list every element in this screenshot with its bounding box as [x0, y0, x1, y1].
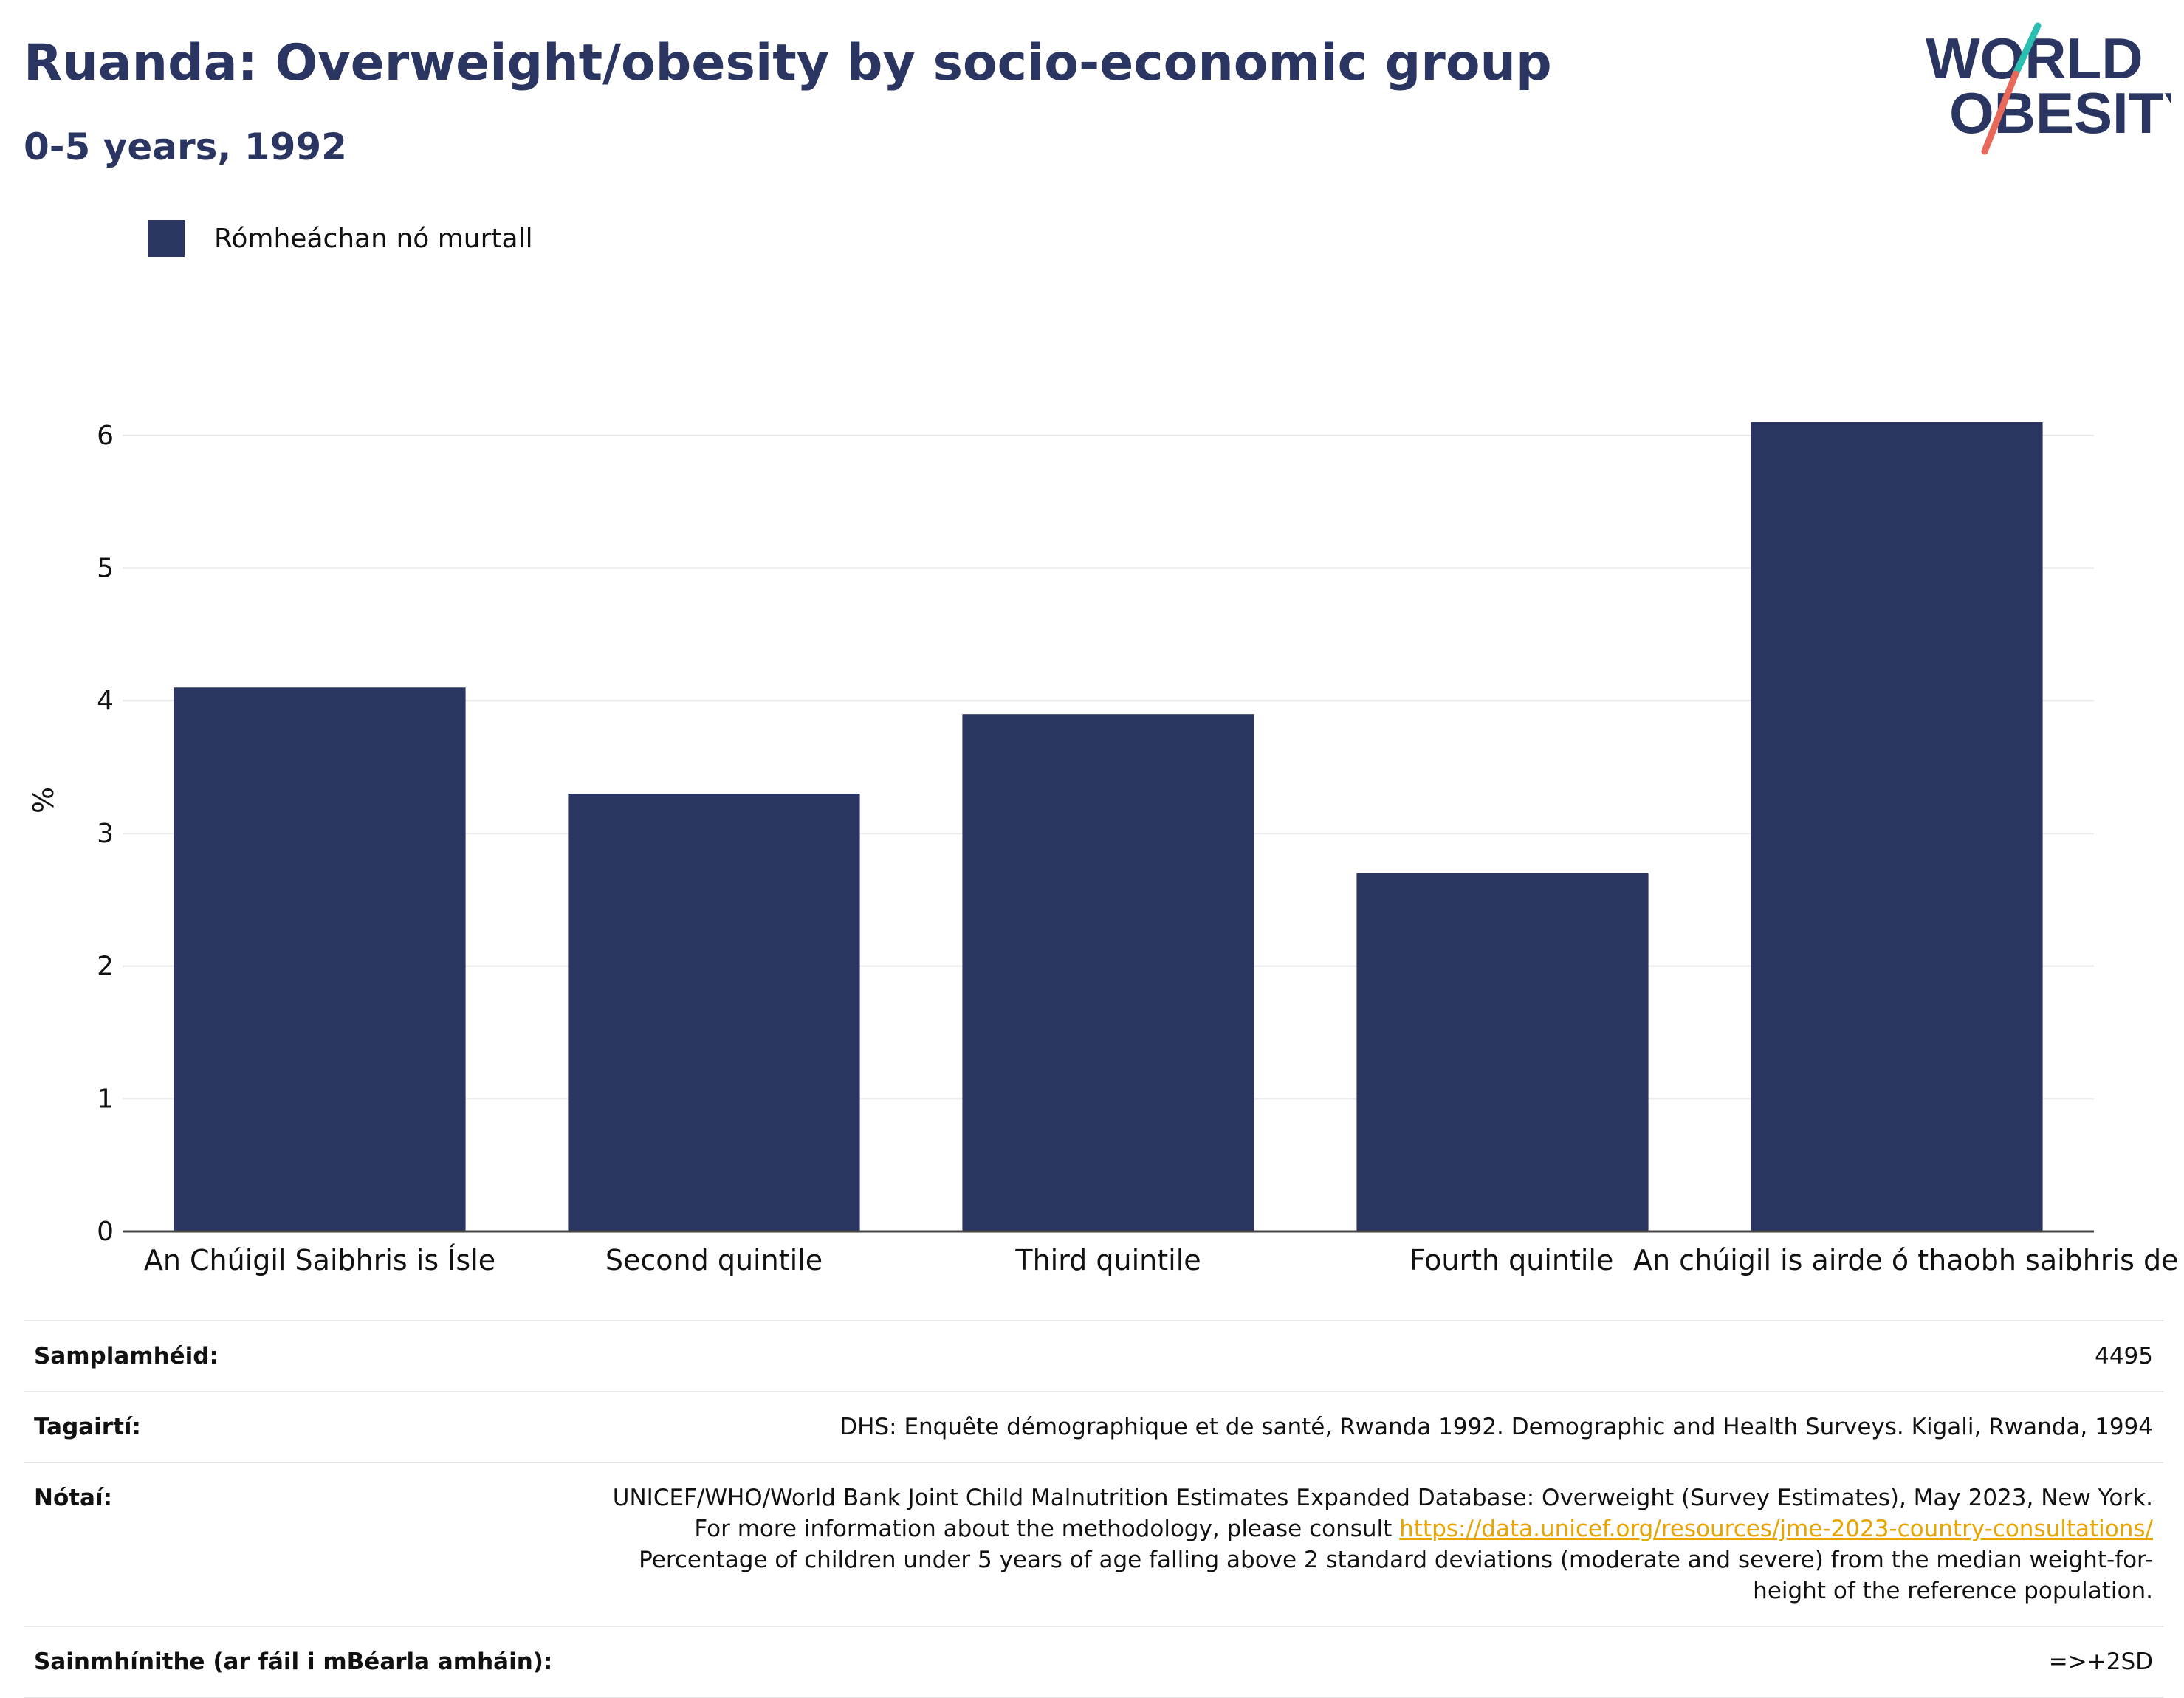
- x-tick-label: Third quintile: [1014, 1244, 1201, 1276]
- sample-size-value: 4495: [2095, 1343, 2153, 1369]
- info-row-notes: Nótaí: UNICEF/WHO/World Bank Joint Child…: [24, 1462, 2163, 1626]
- y-tick-label: 5: [97, 554, 114, 584]
- sample-size-label: Samplamhéid:: [34, 1343, 219, 1369]
- notes-label: Nótaí:: [34, 1485, 113, 1511]
- info-row-definitions: Sainmhínithe (ar fáil i mBéarla amháin):…: [24, 1626, 2163, 1697]
- logo-slash-teal: [2012, 22, 2042, 78]
- y-tick-label: 6: [97, 421, 114, 451]
- y-tick-label: 0: [97, 1217, 114, 1247]
- bar: [962, 714, 1254, 1231]
- bar-chart: 0 1 2 3 4 5 6% An Chúigil Saibhris is Ísle Secon…: [27, 421, 2178, 1276]
- legend[interactable]: Rómheáchan nó murtall: [148, 220, 533, 257]
- chart-subtitle: 0-5 years, 1992: [24, 126, 347, 168]
- definitions-label: Sainmhínithe (ar fáil i mBéarla amháin):: [34, 1649, 553, 1675]
- chart-title: Ruanda: Overweight/obesity by socio-econ…: [24, 34, 1552, 92]
- logo-text-obesity: OBESITY: [1949, 80, 2171, 145]
- info-table: Samplamhéid: 4495 Tagairtí: DHS: Enquête…: [24, 1320, 2163, 1698]
- notes-text-before: UNICEF/WHO/World Bank Joint Child Malnut…: [612, 1485, 2153, 1542]
- methodology-link[interactable]: https://data.unicef.org/resources/jme-20…: [1399, 1516, 2153, 1542]
- notes-value: UNICEF/WHO/World Bank Joint Child Malnut…: [563, 1462, 2163, 1626]
- x-tick-label: Fourth quintile: [1409, 1244, 1614, 1276]
- info-row-sample-size: Samplamhéid: 4495: [24, 1321, 2163, 1392]
- references-label: Tagairtí:: [34, 1414, 141, 1440]
- legend-label: Rómheáchan nó murtall: [214, 223, 533, 254]
- notes-text-after: Percentage of children under 5 years of …: [639, 1547, 2153, 1604]
- y-tick-label: 1: [97, 1084, 114, 1114]
- x-tick-label: An Chúigil Saibhris is Ísle: [144, 1244, 495, 1276]
- x-tick-label: Second quintile: [605, 1244, 823, 1276]
- y-tick-label: 3: [97, 819, 114, 849]
- bar: [568, 794, 860, 1231]
- world-obesity-logo: WORLD OBESITY: [1926, 22, 2171, 155]
- info-row-references: Tagairtí: DHS: Enquête démographique et …: [24, 1392, 2163, 1462]
- logo-slash-coral: [1981, 70, 2019, 155]
- bar: [1356, 873, 1649, 1231]
- y-axis-label: %: [27, 787, 60, 814]
- y-tick-label: 2: [97, 952, 114, 982]
- bar: [174, 687, 466, 1231]
- legend-swatch: [148, 220, 185, 257]
- y-tick-label: 4: [97, 686, 114, 716]
- references-value: DHS: Enquête démographique et de santé, …: [839, 1414, 2153, 1440]
- bar: [1751, 422, 2043, 1231]
- definitions-value: =>+2SD: [2048, 1649, 2153, 1675]
- x-tick-label: An chúigil is airde ó thaobh saibhris de: [1633, 1244, 2178, 1276]
